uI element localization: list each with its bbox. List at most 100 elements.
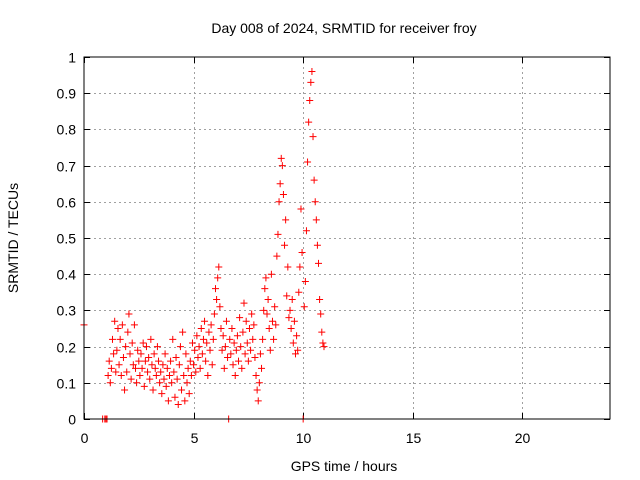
data-point [188,339,196,347]
data-point [111,317,119,325]
data-point [161,350,169,358]
data-point [262,274,270,282]
data-point [226,335,234,343]
data-point [157,368,165,376]
x-tick-label: 5 [191,430,199,446]
data-point [264,296,272,304]
data-point [218,346,226,354]
data-point [130,321,138,329]
data-point [107,364,115,372]
data-point [141,357,149,365]
data-point [113,346,121,354]
data-point [308,67,316,75]
data-point [268,317,276,325]
data-point [278,162,286,170]
data-point [162,382,170,390]
data-point [118,321,126,329]
data-point [190,361,198,369]
data-point [192,368,200,376]
data-point [221,343,229,351]
y-tick-label: 0.6 [57,195,77,211]
data-point [145,353,153,361]
data-point [252,372,260,380]
data-point [219,332,227,340]
data-point [128,339,136,347]
data-point [198,350,206,358]
data-point [155,357,163,365]
data-point [282,216,290,224]
data-point [277,154,285,162]
data-point [136,372,144,380]
data-point [205,328,213,336]
data-point [167,357,175,365]
data-point [194,353,202,361]
data-point [144,368,152,376]
data-point [310,176,318,184]
data-point [156,379,164,387]
data-point [289,339,297,347]
data-point [183,379,191,387]
data-point [276,180,284,188]
data-point [146,375,154,383]
data-point [170,368,178,376]
data-point [206,346,214,354]
data-point [230,339,238,347]
data-point [263,310,271,318]
data-point [232,346,240,354]
data-point [284,263,292,271]
data-point [220,364,228,372]
data-point [164,397,172,405]
data-point [255,379,263,387]
data-point [209,335,217,343]
data-point [275,198,283,206]
data-point [185,390,193,398]
data-point [287,325,295,332]
data-point [237,343,245,351]
data-point [272,321,280,329]
data-point [153,343,161,351]
y-tick-label: 0.9 [57,86,77,102]
data-point [150,350,158,358]
data-point [104,372,112,380]
data-point [216,303,224,311]
y-tick-label: 1 [68,50,76,66]
data-point [279,191,287,199]
data-point [256,350,264,358]
data-point [274,230,282,238]
data-point [241,350,249,358]
data-point [133,379,141,387]
data-point [182,350,190,358]
data-point [235,357,243,365]
data-point [124,328,132,336]
data-point [139,339,147,347]
data-point [270,335,278,343]
data-point [318,328,326,336]
data-point [168,379,176,387]
data-point [239,328,247,336]
y-tick-label: 0.3 [57,303,77,319]
data-point [137,350,145,358]
data-point [204,372,212,380]
data-point [253,386,261,394]
data-point [302,227,310,235]
data-point [290,317,298,325]
y-tick-label: 0.8 [57,122,77,138]
data-point [169,335,177,343]
data-point [203,339,211,347]
data-point [298,248,306,256]
data-point [240,299,248,307]
data-point [179,328,187,336]
data-point [304,158,312,166]
x-tick-label: 15 [406,430,422,446]
data-point [210,310,218,318]
data-point [288,296,296,304]
data-point [195,343,203,351]
data-point [175,361,183,369]
data-point [251,353,259,361]
data-point [243,339,251,347]
y-tick-label: 0.4 [57,267,77,283]
data-point [147,335,155,343]
data-point [180,372,188,380]
data-point [121,386,129,394]
data-point [273,252,281,260]
